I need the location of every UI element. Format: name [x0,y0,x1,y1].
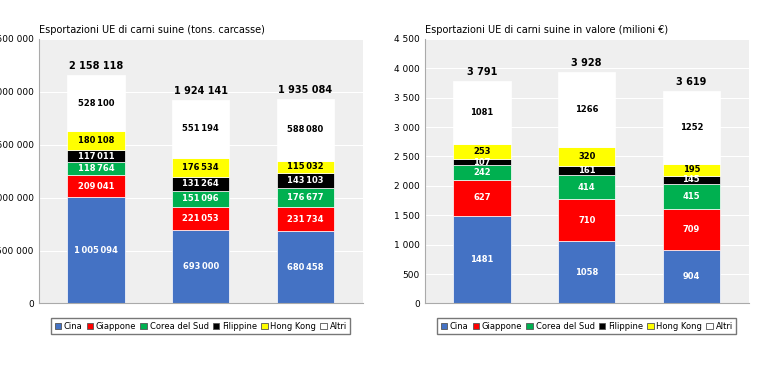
Bar [662,209,720,250]
Legend: Cina, Giappone, Corea del Sud, Filippine, Hong Kong, Altri: Cina, Giappone, Corea del Sud, Filippine… [51,318,350,334]
Bar [662,176,720,184]
Bar [276,188,334,207]
Text: 3 619: 3 619 [676,77,706,87]
Text: 1266: 1266 [575,105,598,114]
Bar [276,207,334,231]
Text: 904: 904 [682,272,700,281]
Text: Esportazioni UE di carni suine (tons. carcasse): Esportazioni UE di carni suine (tons. ca… [39,25,265,35]
Bar [662,164,720,176]
Bar [67,162,125,175]
Text: 709: 709 [682,225,700,234]
Text: 1058: 1058 [575,268,598,277]
Bar [453,179,511,216]
Text: 151 096: 151 096 [182,194,219,203]
Text: 1 005 094: 1 005 094 [74,246,118,255]
Bar [67,197,125,303]
Text: 2 158 118: 2 158 118 [69,61,124,71]
Text: 176 677: 176 677 [287,193,323,202]
Text: 414: 414 [578,183,595,192]
Bar [558,72,615,147]
Text: 627: 627 [473,193,491,202]
Bar [172,230,229,303]
Bar [558,147,615,166]
Text: 320: 320 [578,152,595,161]
Text: 231 734: 231 734 [287,215,323,224]
Text: 145: 145 [682,175,700,184]
Text: 209 041: 209 041 [78,182,114,191]
Text: 107: 107 [473,158,491,166]
Text: 1252: 1252 [679,123,703,132]
Text: 253: 253 [473,147,491,156]
Text: 161: 161 [578,166,595,175]
Bar [276,173,334,188]
Text: 180 108: 180 108 [78,136,114,145]
Text: 1 924 141: 1 924 141 [174,86,228,96]
Text: 3 928: 3 928 [571,58,602,68]
Text: 680 458: 680 458 [287,263,323,272]
Bar [172,177,229,191]
Bar [276,99,334,161]
Text: Esportazioni UE di carni suine in valore (milioni €): Esportazioni UE di carni suine in valore… [425,25,668,35]
Bar [172,191,229,207]
Bar [172,158,229,177]
Text: 1481: 1481 [470,256,494,265]
Legend: Cina, Giappone, Corea del Sud, Filippine, Hong Kong, Altri: Cina, Giappone, Corea del Sud, Filippine… [437,318,736,334]
Text: 710: 710 [578,216,595,225]
Text: 1081: 1081 [470,108,494,117]
Text: 3 791: 3 791 [467,67,497,77]
Bar [172,207,229,230]
Bar [276,161,334,173]
Bar [662,184,720,209]
Bar [67,150,125,162]
Text: 195: 195 [682,165,700,174]
Text: 551 194: 551 194 [182,124,219,133]
Bar [453,159,511,165]
Bar [453,216,511,303]
Text: 176 534: 176 534 [182,163,219,172]
Bar [558,166,615,175]
Text: 693 000: 693 000 [183,262,218,271]
Text: 115 032: 115 032 [287,163,323,172]
Text: 143 103: 143 103 [287,176,323,185]
Bar [662,91,720,164]
Bar [67,175,125,197]
Bar [662,250,720,303]
Text: 221 053: 221 053 [182,214,219,223]
Text: 242: 242 [473,168,491,177]
Text: 118 764: 118 764 [78,164,114,173]
Bar [172,100,229,158]
Text: 588 080: 588 080 [287,125,323,134]
Bar [276,231,334,303]
Bar [558,175,615,200]
Bar [558,200,615,241]
Bar [453,81,511,144]
Bar [453,165,511,179]
Bar [67,75,125,131]
Text: 1 935 084: 1 935 084 [278,85,333,95]
Text: 528 100: 528 100 [78,98,114,107]
Text: 131 264: 131 264 [182,179,219,188]
Text: 415: 415 [682,192,700,201]
Bar [453,144,511,159]
Text: 117 011: 117 011 [78,152,114,161]
Bar [558,241,615,303]
Bar [67,131,125,150]
